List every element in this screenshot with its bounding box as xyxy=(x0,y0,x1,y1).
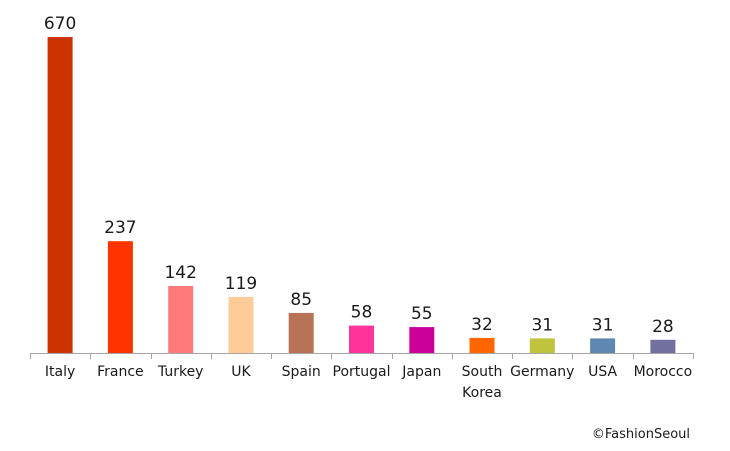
tick-label-spain: Spain xyxy=(282,364,321,380)
tick-label-line: South xyxy=(462,364,503,380)
tick-label-line: Turkey xyxy=(157,364,204,380)
bar-turkey xyxy=(168,286,194,353)
tick-label-line: USA xyxy=(588,364,617,380)
bar-italy xyxy=(47,37,73,353)
data-label-turkey: 142 xyxy=(164,263,196,283)
tick-label-japan: Japan xyxy=(401,364,441,380)
bars-layer xyxy=(47,37,676,353)
bar-japan xyxy=(409,327,435,353)
tick-label-portugal: Portugal xyxy=(333,364,391,380)
tick-label-germany: Germany xyxy=(510,364,574,380)
bar-uk xyxy=(228,296,254,353)
tick-label-line: Spain xyxy=(282,364,321,380)
tick-label-italy: Italy xyxy=(45,364,75,380)
tick-label-line: UK xyxy=(231,364,251,380)
copyright-text: FashionSeoul xyxy=(604,427,690,442)
tick-label-morocco: Morocco xyxy=(634,364,693,380)
bar-spain xyxy=(288,312,314,353)
data-label-france: 237 xyxy=(104,218,136,238)
value-labels-layer: 670 237 142 119 85 58 55 32 31 31 28 xyxy=(44,14,674,337)
bar-morocco xyxy=(650,339,676,353)
data-label-usa: 31 xyxy=(592,315,614,335)
copyright-symbol: © xyxy=(591,427,605,442)
bar-germany xyxy=(529,338,555,353)
data-label-japan: 55 xyxy=(411,304,433,324)
bar-portugal xyxy=(349,325,374,353)
tick-label-line: Japan xyxy=(401,364,441,380)
tick-label-south-korea: South Korea xyxy=(462,364,503,401)
data-label-germany: 31 xyxy=(531,315,553,335)
data-label-morocco: 28 xyxy=(652,317,674,337)
data-label-italy: 670 xyxy=(44,14,76,34)
tick-label-line: Germany xyxy=(510,364,574,380)
data-label-portugal: 58 xyxy=(351,303,373,323)
tick-label-line: Morocco xyxy=(634,364,693,380)
bar-france xyxy=(107,241,133,353)
tick-label-usa: USA xyxy=(588,364,617,380)
tick-label-line: Italy xyxy=(45,364,75,380)
tick-label-turkey: Turkey xyxy=(157,364,204,380)
data-label-south-korea: 32 xyxy=(471,315,493,335)
x-axis xyxy=(30,353,694,359)
tick-label-line: Korea xyxy=(462,385,502,401)
x-tick-labels-layer: Italy France Turkey UK Spain Portugal Japan Sou… xyxy=(45,364,692,401)
copyright-credit: ©FashionSeoul xyxy=(592,427,690,442)
tick-label-france: France xyxy=(97,364,144,380)
bar-usa xyxy=(590,338,616,353)
data-label-uk: 119 xyxy=(225,274,257,294)
tick-label-line: France xyxy=(97,364,144,380)
data-label-spain: 85 xyxy=(290,290,312,310)
tick-label-uk: UK xyxy=(231,364,251,380)
tick-label-line: Portugal xyxy=(333,364,391,380)
bar-south-korea xyxy=(469,337,495,353)
